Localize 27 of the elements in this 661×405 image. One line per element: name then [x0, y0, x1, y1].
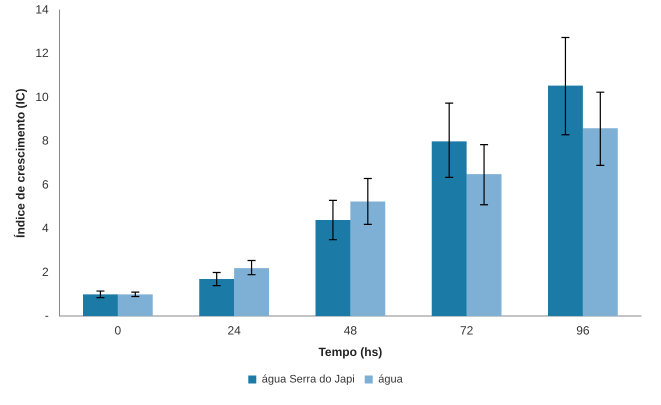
bar: [199, 279, 234, 316]
y-tick-label: 2: [42, 264, 50, 279]
y-tick-label: 12: [35, 46, 50, 60]
x-tick-label: 0: [114, 324, 122, 338]
bar: [582, 128, 618, 316]
bar: [118, 294, 153, 316]
x-axis-title: Tempo (hs): [318, 345, 382, 360]
y-tick-label: 6: [42, 177, 50, 192]
bar: [234, 268, 269, 316]
bar: [350, 201, 386, 316]
y-tick-label: 4: [42, 221, 50, 236]
x-tick-label: 24: [227, 324, 242, 338]
legend-label: água Serra do Japi: [262, 374, 355, 386]
legend-label: água: [378, 374, 404, 386]
x-tick-label: 96: [576, 324, 590, 338]
y-axis-title: Índice de crescimento (IC): [14, 88, 28, 238]
bar: [548, 86, 583, 316]
x-tick-label: 48: [344, 324, 358, 338]
y-tick-label: -: [44, 308, 49, 323]
x-tick-label: 72: [460, 324, 474, 338]
bar: [466, 174, 502, 316]
y-tick-label: 14: [35, 2, 50, 17]
bar: [83, 294, 118, 316]
y-tick-label: 10: [35, 90, 50, 104]
bar: [432, 141, 467, 316]
bar: [316, 220, 350, 316]
y-tick-label: 8: [42, 134, 50, 148]
